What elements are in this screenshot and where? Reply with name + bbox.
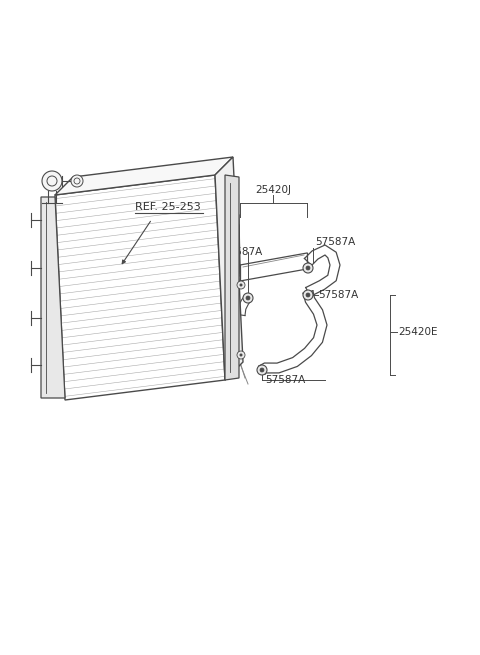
Circle shape [71, 175, 83, 187]
Circle shape [260, 368, 264, 372]
Text: 57587A: 57587A [265, 375, 305, 385]
Circle shape [257, 365, 267, 375]
Text: 57587A: 57587A [222, 247, 262, 257]
Circle shape [303, 290, 313, 300]
Polygon shape [215, 157, 243, 380]
Text: 25420E: 25420E [398, 327, 437, 337]
Polygon shape [41, 197, 65, 398]
Circle shape [42, 171, 62, 191]
Polygon shape [55, 157, 233, 195]
Circle shape [237, 351, 245, 359]
Text: 57587A: 57587A [318, 290, 358, 300]
Circle shape [306, 293, 310, 297]
Circle shape [240, 354, 242, 356]
Text: 57587A: 57587A [315, 237, 355, 247]
Circle shape [246, 296, 250, 300]
Circle shape [306, 266, 310, 270]
Circle shape [240, 284, 242, 286]
Circle shape [237, 281, 245, 289]
Polygon shape [225, 175, 239, 380]
Circle shape [243, 293, 253, 303]
Circle shape [303, 263, 313, 273]
Text: 25420J: 25420J [255, 185, 291, 195]
Text: REF. 25-253: REF. 25-253 [135, 202, 201, 212]
